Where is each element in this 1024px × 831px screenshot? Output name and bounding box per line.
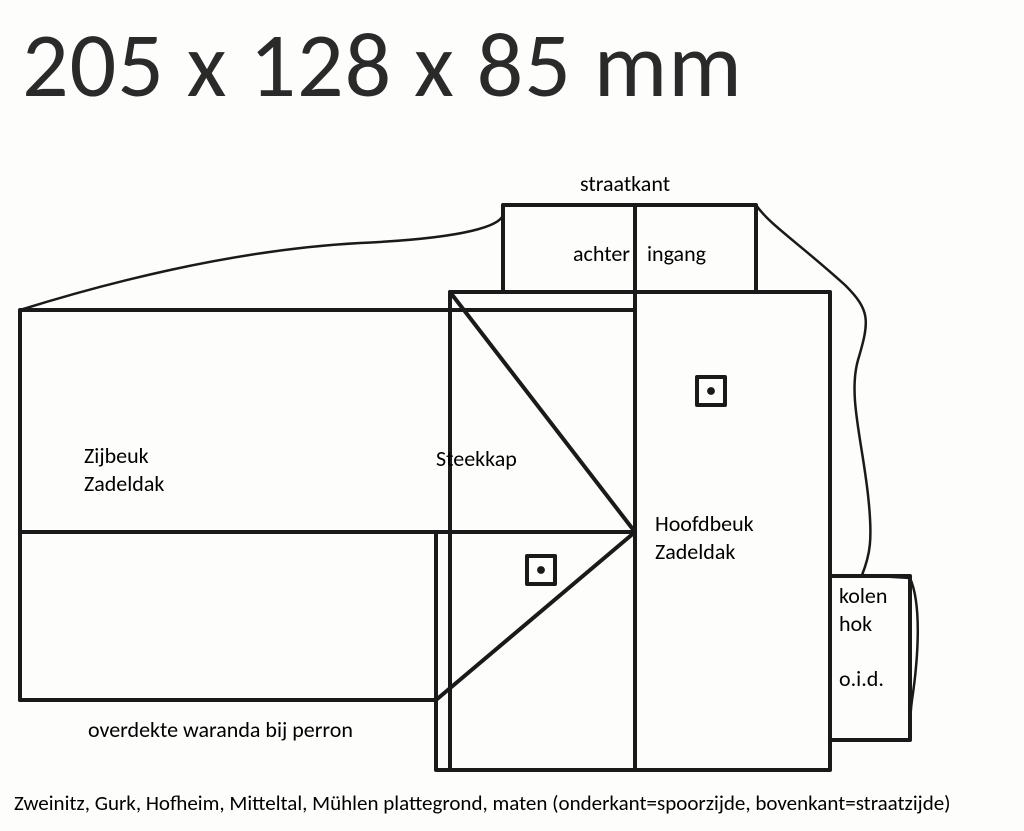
diagram-container: 205 x 128 x 85 mm straatkant achter inga… bbox=[0, 0, 1024, 831]
label-zijbeuk: Zijbeuk Zadeldak bbox=[84, 442, 164, 497]
shape-chimney_sq_small-dot bbox=[537, 566, 545, 574]
shape-steekkap_tri_top bbox=[450, 292, 635, 532]
floorplan-svg bbox=[0, 0, 1024, 831]
caption: Zweinitz, Gurk, Hofheim, Mitteltal, Mühl… bbox=[14, 790, 1014, 816]
label-achter: achter bbox=[573, 240, 630, 268]
label-kolen: kolen hok o.i.d. bbox=[839, 582, 887, 692]
label-straatkant: straatkant bbox=[580, 170, 670, 198]
label-steekkap: Steekkap bbox=[436, 445, 517, 473]
label-ingang: ingang bbox=[647, 240, 706, 268]
label-perron: overdekte waranda bij perron bbox=[88, 716, 353, 744]
shape-left_wing_top bbox=[20, 310, 635, 532]
shape-chimney_sq_main-dot bbox=[707, 387, 715, 395]
shape-veranda_notch bbox=[20, 532, 436, 700]
label-hoofdbeuk: Hoofdbeuk Zadeldak bbox=[655, 510, 754, 565]
